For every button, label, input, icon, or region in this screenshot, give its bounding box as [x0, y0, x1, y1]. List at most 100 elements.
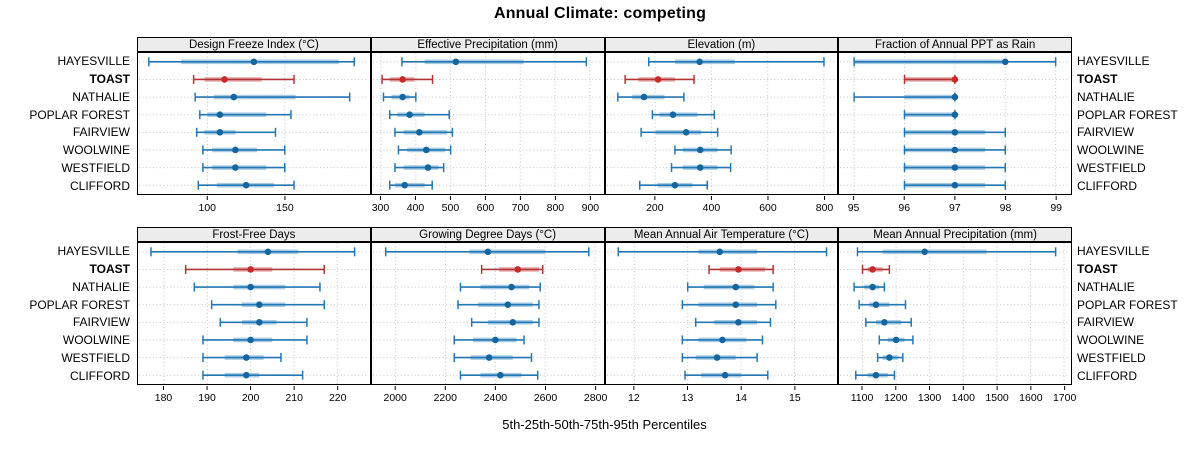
- interval-toast: [903, 74, 959, 84]
- panel-strip-growing-degree-days-c: Growing Degree Days (°C): [370, 227, 605, 242]
- tick-label: 200: [242, 392, 260, 404]
- interval-woolwine: [397, 145, 452, 155]
- panel-strip-mean-annual-air-temperature-c: Mean Annual Air Temperature (°C): [604, 227, 839, 242]
- interval-nathalie: [853, 282, 886, 292]
- tick-label: 2000: [383, 392, 407, 404]
- interval-fairview: [393, 127, 453, 137]
- tick-label: 500: [441, 202, 459, 214]
- panel-frost-free-days: [137, 242, 371, 385]
- location-label-poplar-forest: POPLAR FOREST: [29, 297, 130, 312]
- location-label-westfield: WESTFIELD: [61, 161, 130, 176]
- interval-woolwine: [673, 145, 732, 155]
- location-label-toast: TOAST: [1077, 71, 1118, 86]
- interval-poplar-forest: [858, 300, 907, 310]
- location-label-hayesville: HAYESVILLE: [1077, 53, 1150, 68]
- panel-strip-title: Mean Annual Air Temperature (°C): [633, 228, 809, 241]
- interval-clifford: [197, 180, 295, 190]
- panel-strip-mean-annual-precipitation-mm: Mean Annual Precipitation (mm): [838, 227, 1072, 242]
- row-labels-right-top: HAYESVILLE TOAST NATHALIE POPLAR FOREST FAIR…: [1077, 52, 1199, 195]
- interval-clifford: [388, 180, 433, 190]
- tick-label: 600: [476, 202, 494, 214]
- tick-label: 1700: [1053, 392, 1077, 404]
- tick-label: 95: [848, 202, 860, 214]
- location-label-westfield: WESTFIELD: [1077, 351, 1146, 366]
- tick-label: 1200: [884, 392, 908, 404]
- interval-fairview: [865, 317, 913, 327]
- location-label-nathalie: NATHALIE: [1077, 89, 1135, 104]
- interval-woolwine: [453, 335, 525, 345]
- panel-row-bottom: [137, 242, 1072, 385]
- interval-nathalie: [616, 92, 685, 102]
- tick-label: 400: [406, 202, 424, 214]
- panel-mean-annual-precipitation-mm: [838, 242, 1072, 385]
- interval-nathalie: [382, 92, 417, 102]
- tick-label: 180: [155, 392, 173, 404]
- panel-strip-title: Elevation (m): [687, 38, 756, 51]
- tick-label: 210: [285, 392, 303, 404]
- interval-woolwine: [878, 335, 914, 345]
- tick-label: 400: [702, 202, 720, 214]
- location-label-woolwine: WOOLWINE: [1077, 143, 1145, 158]
- interval-fairview: [639, 127, 718, 137]
- interval-clifford: [855, 370, 896, 380]
- x-axis-frost-free-days: 180 190 200 210 220: [137, 386, 371, 404]
- panel-plot-effective-precipitation-mm: [372, 53, 603, 194]
- tick-label: 2400: [483, 392, 507, 404]
- interval-hayesville: [856, 247, 1057, 257]
- tick-label: 97: [949, 202, 961, 214]
- panel-mean-annual-air-temperature-c: [604, 242, 839, 385]
- panel-strip-elevation-m: Elevation (m): [604, 37, 839, 52]
- location-label-fairview: FAIRVIEW: [72, 125, 130, 140]
- panel-plot-elevation-m: [606, 53, 837, 194]
- interval-poplar-forest: [903, 110, 959, 120]
- panel-strip-title: Mean Annual Precipitation (mm): [873, 228, 1037, 241]
- interval-toast: [381, 74, 434, 84]
- panel-plot-mean-annual-precipitation-mm: [840, 243, 1071, 384]
- interval-clifford: [903, 180, 1007, 190]
- tick-label: 700: [511, 202, 529, 214]
- tick-label: 190: [198, 392, 216, 404]
- interval-woolwine: [202, 335, 308, 345]
- strip-row-top: Design Freeze Index (°C) Effective Precip…: [137, 37, 1072, 52]
- panel-growing-degree-days-c: [370, 242, 605, 385]
- interval-toast: [480, 264, 544, 274]
- panel-strip-title: Design Freeze Index (°C): [188, 38, 319, 51]
- interval-hayesville: [148, 57, 356, 67]
- interval-westfield: [202, 353, 282, 363]
- interval-nathalie: [853, 92, 959, 102]
- x-axis-elevation-m: 200 400 600 800: [605, 196, 839, 214]
- interval-toast: [623, 74, 695, 84]
- location-label-clifford: CLIFFORD: [70, 179, 130, 194]
- interval-fairview: [903, 127, 1007, 137]
- row-labels-right-bottom: HAYESVILLE TOAST NATHALIE POPLAR FOREST FAIR…: [1077, 242, 1199, 385]
- panel-strip-title: Frost-Free Days: [212, 228, 296, 241]
- interval-woolwine: [202, 145, 286, 155]
- interval-toast: [192, 74, 295, 84]
- interval-hayesville: [384, 247, 590, 257]
- interval-nathalie: [686, 282, 774, 292]
- tick-label: 13: [681, 392, 693, 404]
- location-label-poplar-forest: POPLAR FOREST: [29, 107, 130, 122]
- location-label-clifford: CLIFFORD: [1077, 179, 1137, 194]
- interval-nathalie: [193, 282, 321, 292]
- interval-westfield: [453, 353, 532, 363]
- panel-plot-mean-annual-air-temperature-c: [606, 243, 837, 384]
- tick-label: 600: [759, 202, 777, 214]
- panel-elevation-m: [604, 52, 839, 195]
- interval-fairview: [694, 317, 771, 327]
- axis-row-top: 100 150 300 400 500 600 700 800 900 200 400 600 800 9…: [137, 196, 1072, 214]
- interval-nathalie: [194, 92, 351, 102]
- x-axis-mean-annual-precipitation-mm: 1100 1200 1300 1400 1500 1600 1700: [838, 386, 1077, 404]
- panel-strip-title: Fraction of Annual PPT as Rain: [875, 38, 1036, 51]
- panel-strip-design-freeze-index-c: Design Freeze Index (°C): [137, 37, 371, 52]
- location-label-hayesville: HAYESVILLE: [57, 243, 130, 258]
- interval-poplar-forest: [456, 300, 540, 310]
- interval-fairview: [470, 317, 540, 327]
- interval-hayesville: [853, 57, 1057, 67]
- tick-label: 12: [627, 392, 639, 404]
- panel-design-freeze-index-c: [137, 52, 371, 195]
- interval-woolwine: [903, 145, 1007, 155]
- tick-label: 200: [646, 202, 664, 214]
- interval-toast: [862, 264, 891, 274]
